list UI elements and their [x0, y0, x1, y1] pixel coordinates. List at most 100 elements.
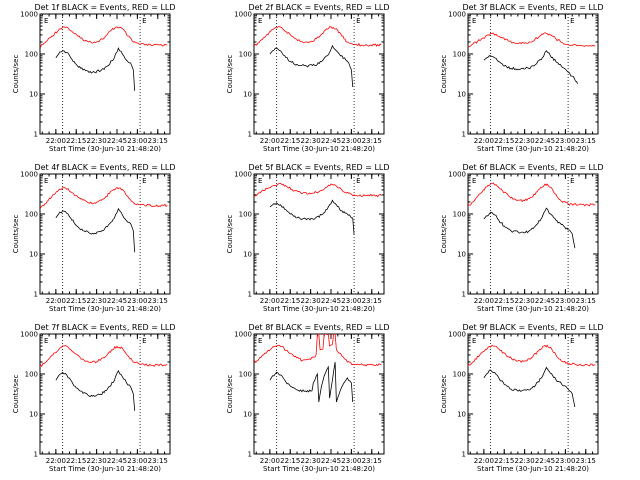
- plot-frame: [467, 13, 599, 135]
- x-tick-label: 22:00: [474, 457, 494, 465]
- event-flag-label: E: [356, 177, 360, 185]
- x-axis-label: Start Time (30-Jun-10 21:48:20): [477, 305, 589, 313]
- y-tick-label: 100: [453, 371, 466, 379]
- y-tick-label: 100: [453, 51, 466, 59]
- y-tick-label: 1000: [234, 331, 252, 339]
- event-flag-label: E: [142, 17, 146, 25]
- events-rate-line: [269, 44, 354, 88]
- y-tick-label: 1000: [448, 331, 466, 339]
- plot-frame: [253, 13, 385, 135]
- x-tick-label: 22:15: [66, 137, 86, 145]
- x-tick-label: 22:45: [321, 457, 341, 465]
- x-tick-label: 22:45: [535, 457, 555, 465]
- event-flag-label: E: [570, 177, 574, 185]
- panel-title: Det 8f BLACK = Events, RED = LLD: [248, 323, 389, 332]
- event-flag-label: E: [356, 337, 360, 345]
- x-tick-label: 22:15: [66, 297, 86, 305]
- x-axis-label: Start Time (30-Jun-10 21:48:20): [49, 305, 161, 313]
- detector-panel: Det 8f BLACK = Events, RED = LLD 1 10 100 10…: [226, 323, 390, 473]
- event-flag-label: E: [258, 177, 262, 185]
- x-tick-label: 22:15: [280, 457, 300, 465]
- detector-panel: Det 9f BLACK = Events, RED = LLD 1 10 100 10…: [440, 323, 604, 473]
- x-tick-label: 22:00: [260, 137, 280, 145]
- y-tick-label: 10: [243, 251, 252, 259]
- x-tick-label: 22:45: [107, 297, 127, 305]
- panel-title: Det 2f BLACK = Events, RED = LLD: [248, 3, 389, 12]
- x-tick-label: 23:15: [576, 457, 596, 465]
- y-tick-label: 100: [239, 211, 252, 219]
- x-tick-label: 23:00: [127, 297, 147, 305]
- x-axis-label: Start Time (30-Jun-10 21:48:20): [263, 305, 375, 313]
- detector-panel: Det 1f BLACK = Events, RED = LLD 1 10 100 10…: [12, 3, 176, 153]
- x-tick-label: 22:30: [301, 137, 321, 145]
- x-tick-label: 22:30: [87, 137, 107, 145]
- x-tick-label: 23:00: [341, 457, 361, 465]
- x-tick-label: 23:00: [341, 297, 361, 305]
- detector-panel: Det 6f BLACK = Events, RED = LLD 1 10 100 10…: [440, 163, 604, 313]
- y-tick-label: 100: [25, 371, 38, 379]
- plot-frame: [253, 173, 385, 295]
- x-tick-label: 23:15: [148, 457, 168, 465]
- y-axis-label: Counts/sec: [440, 215, 448, 254]
- y-tick-label: 1: [462, 131, 466, 139]
- event-flag-label: E: [258, 337, 262, 345]
- x-tick-label: 22:45: [107, 137, 127, 145]
- x-tick-label: 23:00: [555, 137, 575, 145]
- y-axis-label: Counts/sec: [440, 375, 448, 414]
- event-flag-label: E: [44, 177, 48, 185]
- x-tick-label: 22:00: [260, 457, 280, 465]
- x-tick-label: 22:15: [494, 297, 514, 305]
- x-axis-label: Start Time (30-Jun-10 21:48:20): [49, 145, 161, 153]
- event-flag-label: E: [472, 177, 476, 185]
- events-rate-line: [269, 199, 355, 235]
- lld-rate-line: [40, 345, 168, 368]
- y-tick-label: 10: [457, 411, 466, 419]
- event-flag-label: E: [570, 337, 574, 345]
- event-flag-label: E: [472, 17, 476, 25]
- plot-frame: [39, 333, 171, 455]
- x-tick-label: 23:00: [555, 457, 575, 465]
- event-flag-label: E: [142, 337, 146, 345]
- x-tick-label: 22:45: [107, 457, 127, 465]
- y-tick-label: 1000: [20, 171, 38, 179]
- x-tick-label: 22:30: [515, 457, 535, 465]
- x-tick-label: 22:45: [535, 297, 555, 305]
- x-tick-label: 23:15: [576, 137, 596, 145]
- x-tick-label: 23:15: [148, 137, 168, 145]
- lld-rate-line: [468, 182, 596, 207]
- event-flag-label: E: [258, 17, 262, 25]
- y-tick-label: 1000: [234, 11, 252, 19]
- y-tick-label: 1: [34, 451, 38, 459]
- detector-panel: Det 3f BLACK = Events, RED = LLD 1 10 100 10…: [440, 3, 604, 153]
- y-tick-label: 1000: [234, 171, 252, 179]
- events-rate-line: [483, 207, 576, 249]
- lld-rate-line: [40, 26, 168, 48]
- y-tick-label: 1: [462, 451, 466, 459]
- x-tick-label: 22:45: [321, 137, 341, 145]
- y-tick-label: 10: [29, 91, 38, 99]
- events-rate-line: [55, 207, 136, 253]
- event-flag-label: E: [142, 177, 146, 185]
- x-tick-label: 23:00: [341, 137, 361, 145]
- event-flag-label: E: [570, 17, 574, 25]
- y-tick-label: 1000: [20, 331, 38, 339]
- lld-rate-line: [254, 334, 382, 367]
- lld-rate-line: [468, 32, 596, 48]
- lld-rate-line: [40, 186, 168, 209]
- panel-title: Det 6f BLACK = Events, RED = LLD: [462, 163, 603, 172]
- x-tick-label: 22:15: [494, 137, 514, 145]
- y-axis-label: Counts/sec: [12, 55, 20, 94]
- x-tick-label: 22:30: [515, 297, 535, 305]
- y-tick-label: 1: [34, 291, 38, 299]
- x-tick-label: 23:00: [127, 457, 147, 465]
- x-tick-label: 22:30: [301, 457, 321, 465]
- x-tick-label: 23:15: [362, 137, 382, 145]
- y-tick-label: 10: [457, 91, 466, 99]
- detector-panel: Det 4f BLACK = Events, RED = LLD 1 10 100 10…: [12, 163, 176, 313]
- plot-frame: [467, 173, 599, 295]
- events-rate-line: [55, 369, 136, 411]
- y-tick-label: 10: [457, 251, 466, 259]
- x-tick-label: 22:00: [46, 137, 66, 145]
- x-axis-label: Start Time (30-Jun-10 21:48:20): [477, 465, 589, 473]
- plot-frame: [39, 173, 171, 295]
